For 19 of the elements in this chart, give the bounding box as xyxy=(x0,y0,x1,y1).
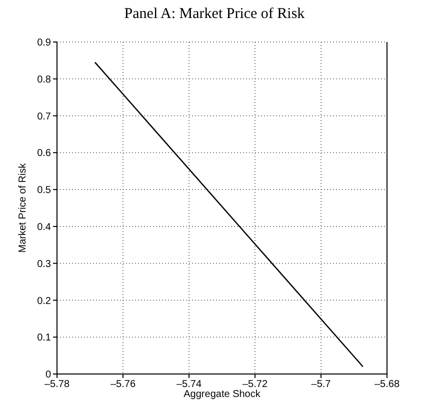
y-tick-label: 0.9 xyxy=(37,38,52,49)
x-tick-label: –5.78 xyxy=(44,379,70,390)
y-tick-label: 0.1 xyxy=(37,332,52,344)
x-tick-label: –5.76 xyxy=(110,379,136,390)
x-tick-label: –5.7 xyxy=(311,379,332,390)
y-tick-label: 0.7 xyxy=(37,111,52,122)
y-tick-label: 0.5 xyxy=(37,185,52,196)
x-tick-label: –5.68 xyxy=(374,379,400,390)
y-tick-label: 0.4 xyxy=(37,222,52,233)
y-tick-label: 0.3 xyxy=(37,258,52,270)
y-tick-label: 0.2 xyxy=(37,296,52,307)
y-axis-title: Market Price of Risk xyxy=(18,162,29,253)
x-tick-label: –5.74 xyxy=(176,379,202,390)
x-axis-title: Aggregate Shock xyxy=(182,389,262,400)
chart-title: Panel A: Market Price of Risk xyxy=(123,6,306,23)
y-tick-label: 0.8 xyxy=(37,74,52,86)
y-tick-label: 0.6 xyxy=(37,148,52,160)
y-tick-label: 0 xyxy=(45,370,52,381)
x-tick-label: –5.72 xyxy=(242,379,268,390)
